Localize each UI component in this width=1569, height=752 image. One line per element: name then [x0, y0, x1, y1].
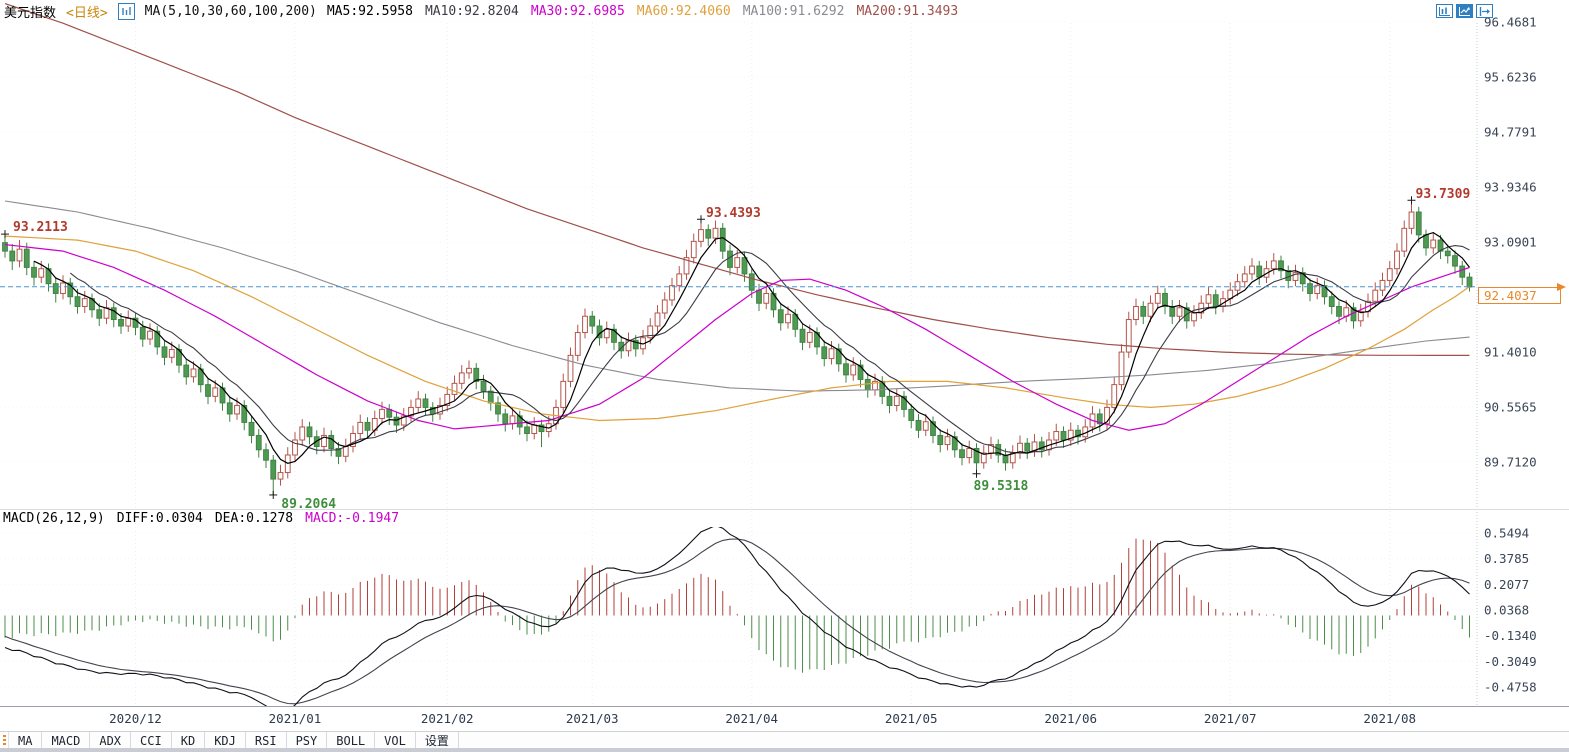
macd-value-label: MACD(26,12,9) — [3, 511, 105, 526]
price-axis-label: 90.5565 — [1484, 400, 1537, 415]
panel-glyph — [1439, 6, 1450, 16]
toolbar-drag-handle-icon[interactable] — [0, 732, 9, 749]
toolbar-button-macd[interactable]: MACD — [42, 732, 91, 749]
date-axis-label: 2020/12 — [109, 711, 162, 726]
indicator-toolbar: MA MACD ADX CCI KD KDJ RSI PSY BOLL VOL 设置 — [0, 731, 1569, 749]
price-axis-label: 91.4010 — [1484, 345, 1537, 360]
ma-chart-icon[interactable] — [117, 3, 135, 20]
main-chart-icon[interactable] — [1456, 4, 1473, 18]
price-axis-label: 94.7791 — [1484, 124, 1537, 139]
low-price-annotation: 89.2064 — [281, 496, 337, 512]
chart-layout-icons — [1436, 4, 1493, 18]
macd-series — [4, 527, 1470, 706]
expand-glyph — [1479, 6, 1490, 16]
mini-candle-glyph — [121, 7, 131, 15]
toolbar-button-kd[interactable]: KD — [171, 732, 206, 749]
expand-chart-icon[interactable] — [1476, 4, 1493, 18]
high-price-annotation: 93.4393 — [706, 206, 761, 222]
date-axis-label: 2021/04 — [725, 711, 778, 726]
macd-axis-label: -0.3049 — [1484, 654, 1537, 669]
toolbar-button-psy[interactable]: PSY — [286, 732, 328, 749]
date-axis-label: 2021/05 — [885, 711, 938, 726]
date-axis-label: 2021/06 — [1044, 711, 1097, 726]
macd-value-label: MACD:-0.1947 — [305, 511, 400, 526]
ma-value-label: MA10:92.8204 — [424, 4, 519, 19]
window-bottom-edge — [0, 748, 1569, 752]
macd-axis-label: 0.2077 — [1484, 577, 1529, 592]
macd-axis-label: 0.3785 — [1484, 551, 1529, 566]
price-axis-label: 93.9346 — [1484, 179, 1537, 194]
date-axis-label: 2021/03 — [566, 711, 619, 726]
ma-settings-label: MA(5,10,30,60,100,200) — [144, 4, 317, 19]
toolbar-button-vol[interactable]: VOL — [375, 732, 416, 749]
ma-value-label: MA200:91.3493 — [856, 4, 959, 19]
macd-value-label: DIFF:0.0304 — [116, 511, 203, 526]
ma-value-label: MA100:91.6292 — [742, 4, 845, 19]
toolbar-buttons: MA MACD ADX CCI KD KDJ RSI PSY BOLL VOL 设置 — [9, 732, 459, 749]
toolbar-button-rsi[interactable]: RSI — [245, 732, 287, 749]
ma-values: MA5:92.5958 MA10:92.8204 MA30:92.6985 MA60:… — [327, 4, 958, 19]
period-label: <日线> — [66, 6, 108, 21]
toolbar-button-cci[interactable]: CCI — [131, 732, 172, 749]
macd-axis-label: -0.1340 — [1484, 628, 1537, 643]
toolbar-button-boll[interactable]: BOLL — [327, 732, 376, 749]
macd-value-label: DEA:0.1278 — [214, 511, 294, 526]
toolbar-button-设置[interactable]: 设置 — [415, 732, 459, 749]
ma-value-label: MA5:92.5958 — [326, 4, 413, 19]
price-axis-label: 96.4681 — [1484, 14, 1537, 29]
toolbar-button-ma[interactable]: MA — [9, 732, 43, 749]
price-axis-label: 93.0901 — [1484, 235, 1537, 250]
chart-glyph — [1459, 6, 1470, 16]
price-axis-label: 89.7120 — [1484, 455, 1537, 470]
macd-axis-label: -0.4758 — [1484, 679, 1537, 694]
toolbar-button-kdj[interactable]: KDJ — [205, 732, 246, 749]
price-axis-label: 95.6236 — [1484, 69, 1537, 84]
macd-header: MACD(26,12,9) DIFF:0.0304 DEA:0.1278 MACD:-… — [3, 511, 399, 527]
low-price-annotation: 89.5318 — [973, 478, 1029, 494]
indicator-header: 美元指数 <日线> MA(5,10,30,60,100,200) MA5:92.… — [0, 0, 1569, 23]
high-price-annotation: 93.7309 — [1415, 187, 1471, 203]
candlestick-series — [2, 200, 1473, 495]
ma-value-label: MA60:92.4060 — [636, 4, 731, 19]
date-axis-label: 2021/01 — [269, 711, 322, 726]
macd-axis-label: 0.5494 — [1484, 525, 1529, 540]
date-axis-label: 2021/02 — [421, 711, 474, 726]
macd-axis-label: 0.0368 — [1484, 602, 1529, 617]
date-axis-label: 2021/08 — [1363, 711, 1416, 726]
toolbar-button-adx[interactable]: ADX — [90, 732, 132, 749]
latest-price-arrow-icon — [1557, 283, 1566, 291]
high-price-annotation: 93.2113 — [13, 220, 68, 236]
date-axis-label: 2021/07 — [1204, 711, 1257, 726]
latest-price-tag: 92.4037 — [1478, 287, 1561, 304]
ma-value-label: MA30:92.6985 — [530, 4, 625, 19]
candle-panel-icon[interactable] — [1436, 4, 1453, 18]
symbol-title: 美元指数 — [4, 6, 57, 21]
